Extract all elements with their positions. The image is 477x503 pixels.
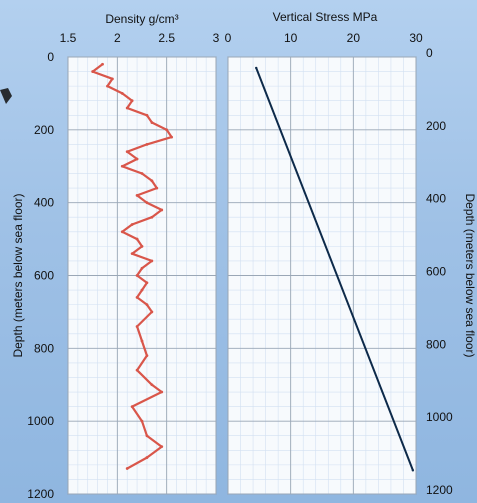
- edge-mark-icon: [0, 88, 12, 104]
- y-tick-label: 600: [34, 269, 54, 283]
- x-tick-label: 1.5: [60, 31, 77, 45]
- y-tick-label: 1000: [426, 410, 453, 424]
- data-point: [120, 164, 124, 168]
- data-point: [150, 310, 154, 314]
- data-point: [255, 66, 258, 70]
- y-tick-label: 1200: [27, 487, 54, 501]
- y-axis-title: Depth (meters below sea floor): [463, 193, 477, 357]
- x-tick-label: 3: [213, 31, 220, 45]
- data-point: [101, 62, 104, 66]
- data-point: [170, 135, 174, 139]
- x-tick-label: 2.5: [158, 31, 175, 45]
- data-point: [135, 368, 139, 372]
- x-tick-label: 2: [114, 31, 121, 45]
- panel-1: 1.5 2 2.5 3 0 200 400 600 800 1000 1200 Density g/c…: [11, 12, 220, 501]
- y-tick-label: 600: [426, 265, 446, 279]
- data-point: [130, 252, 134, 256]
- x-tick-label: 20: [347, 31, 361, 45]
- y-tick-label: 1200: [426, 483, 453, 497]
- y-tick-label: 800: [426, 337, 446, 351]
- data-point: [155, 186, 159, 190]
- data-point: [145, 434, 149, 438]
- data-point: [125, 150, 129, 154]
- data-point: [120, 230, 124, 234]
- x-axis-title: Density g/cm³: [105, 12, 178, 26]
- data-point: [160, 208, 164, 212]
- x-tick-label: 0: [225, 31, 232, 45]
- data-point: [150, 383, 154, 387]
- data-point: [135, 237, 139, 241]
- data-point: [145, 456, 149, 459]
- y-tick-label: 200: [34, 123, 54, 137]
- data-point: [140, 419, 144, 423]
- data-point: [160, 390, 164, 394]
- data-point: [145, 201, 149, 205]
- data-point: [106, 84, 109, 88]
- data-point: [140, 288, 144, 292]
- data-point: [130, 99, 134, 103]
- data-point: [140, 172, 144, 175]
- data-point: [145, 143, 149, 146]
- y-tick-label: 800: [34, 341, 54, 355]
- data-point: [140, 266, 144, 270]
- y-tick-label: 400: [34, 196, 54, 210]
- data-point: [411, 469, 415, 472]
- data-point: [135, 157, 139, 161]
- data-point: [145, 303, 149, 307]
- data-point: [140, 339, 144, 343]
- data-point: [150, 215, 154, 219]
- data-point: [135, 193, 139, 197]
- series-line: [255, 67, 414, 471]
- x-tick-label: 30: [409, 31, 423, 45]
- y-tick-label: 400: [426, 192, 446, 206]
- data-point: [150, 121, 154, 124]
- x-tick-label: 10: [284, 31, 298, 45]
- y-tick-label: 0: [426, 46, 433, 60]
- data-point: [125, 106, 129, 110]
- data-point: [135, 295, 139, 299]
- y-axis-title: Depth (meters below sea floor): [11, 193, 25, 357]
- data-point: [130, 405, 134, 408]
- data-point: [135, 274, 139, 277]
- data-point: [145, 354, 149, 358]
- data-point: [165, 128, 169, 132]
- data-point: [150, 179, 154, 183]
- data-point: [145, 113, 149, 117]
- x-axis-title: Vertical Stress MPa: [273, 10, 378, 24]
- data-point: [135, 325, 139, 328]
- data-point: [125, 467, 129, 470]
- data-point: [140, 244, 144, 248]
- data-point: [120, 92, 124, 95]
- data-point: [111, 77, 114, 81]
- y-tick-label: 0: [47, 50, 54, 64]
- y-tick-label: 200: [426, 119, 446, 133]
- data-point: [145, 281, 149, 285]
- data-point: [91, 70, 95, 73]
- y-tick-label: 1000: [27, 414, 54, 428]
- data-point: [150, 259, 154, 263]
- data-point: [130, 223, 134, 226]
- data-point: [160, 445, 164, 449]
